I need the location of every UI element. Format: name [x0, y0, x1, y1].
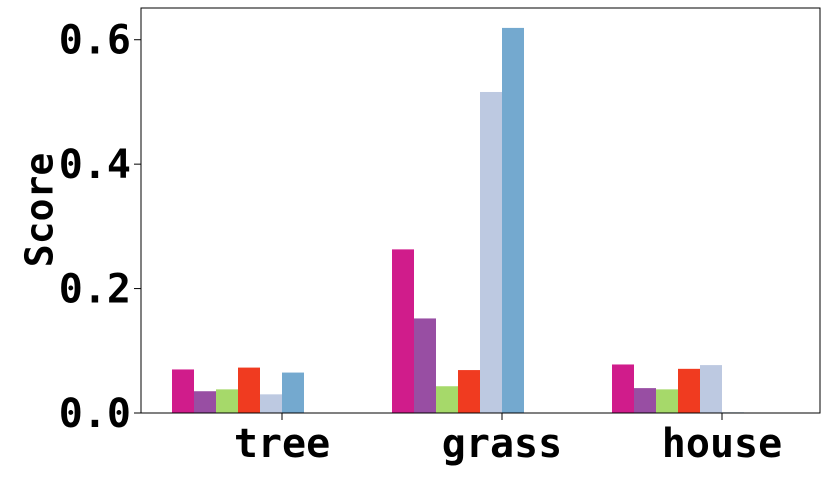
bar — [216, 389, 238, 413]
x-tick-label: tree — [234, 421, 330, 467]
bar — [238, 367, 260, 413]
bar — [700, 365, 722, 413]
bar — [656, 389, 678, 413]
bar — [172, 369, 194, 413]
bar — [436, 386, 458, 413]
bar — [480, 91, 502, 413]
bar — [414, 318, 436, 413]
y-tick-label: 0.2 — [59, 267, 131, 313]
plot-frame — [140, 7, 821, 414]
bar — [260, 394, 282, 413]
y-tick-label: 0.4 — [59, 142, 131, 188]
y-tick-label: 0.0 — [59, 391, 131, 437]
bar — [502, 27, 524, 413]
bar — [458, 370, 480, 413]
x-tick-label: house — [662, 421, 782, 467]
x-tick-label: grass — [442, 421, 562, 467]
bar — [612, 364, 634, 413]
y-axis-label: Score — [18, 153, 62, 267]
bar — [282, 372, 304, 413]
bar — [194, 391, 216, 413]
bar — [634, 388, 656, 413]
bar — [678, 368, 700, 413]
bar — [392, 249, 414, 413]
y-tick-label: 0.6 — [59, 18, 131, 64]
